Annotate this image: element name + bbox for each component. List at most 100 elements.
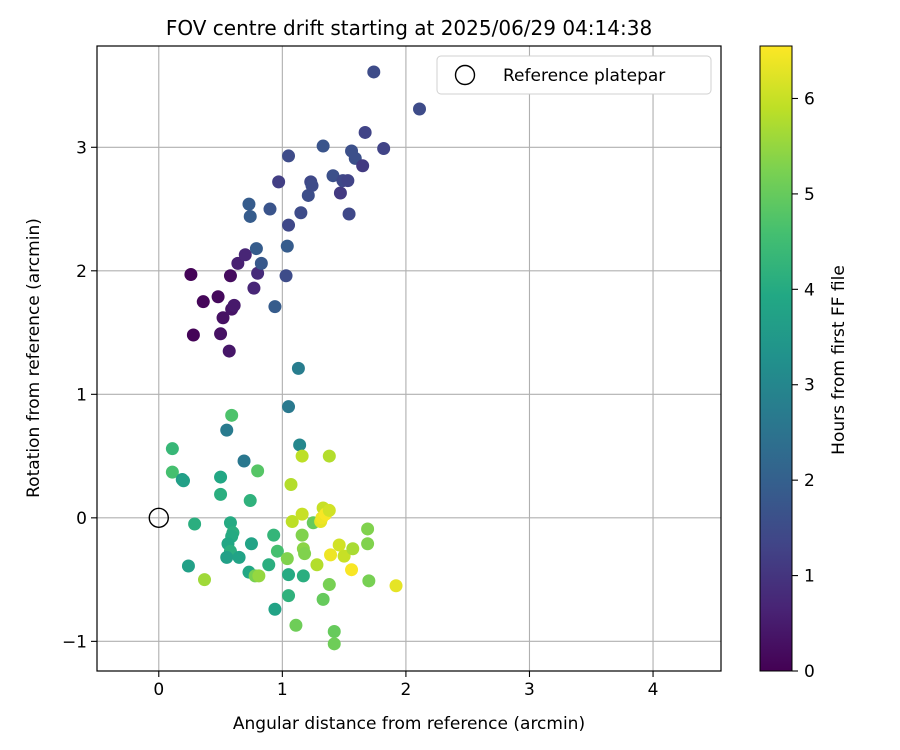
scatter-point [367, 65, 381, 79]
y-axis-ticks: −1 0 1 2 3 [62, 138, 97, 652]
scatter-point [249, 242, 263, 256]
scatter-point [298, 547, 312, 561]
x-tick-label: 1 [277, 680, 288, 700]
x-axis-label: Angular distance from reference (arcmin) [233, 714, 585, 734]
legend-reference-label: Reference platepar [503, 66, 665, 86]
scatter-point [220, 423, 234, 437]
scatter-point [214, 327, 228, 341]
scatter-point [356, 159, 370, 173]
scatter-point [244, 537, 258, 551]
scatter-point [268, 300, 282, 314]
scatter-point [322, 449, 336, 463]
legend-reference-marker [454, 64, 476, 86]
scatter-point [165, 465, 179, 479]
legend-box [436, 55, 712, 95]
scatter-point [262, 558, 276, 572]
reference-marker [148, 507, 169, 529]
scatter-point [238, 248, 252, 262]
legend: Reference platepar [436, 55, 712, 95]
scatter-point [282, 400, 296, 414]
scatter-point [270, 544, 284, 558]
scatter-point [227, 298, 241, 312]
grid-lines [97, 46, 721, 671]
plot-frame [96, 45, 722, 672]
scatter-point [294, 206, 308, 220]
scatter-point [332, 538, 346, 552]
scatter-point [251, 266, 265, 280]
scatter-point [222, 344, 236, 358]
scatter-point [282, 149, 296, 163]
colorbar-tick-label: 5 [804, 185, 815, 205]
scatter-point [220, 550, 234, 564]
y-tick-label: 1 [76, 385, 87, 405]
y-axis-label: Rotation from reference (arcmin) [24, 218, 44, 498]
scatter-point [291, 361, 305, 375]
scatter-point [295, 449, 309, 463]
scatter-point [342, 207, 356, 221]
y-tick-label: 0 [76, 509, 87, 529]
scatter-point [326, 169, 340, 183]
scatter-point [214, 487, 228, 501]
colorbar-tick-label: 1 [804, 567, 815, 587]
scatter-point [196, 295, 210, 309]
scatter-point [358, 125, 372, 139]
scatter-point [242, 197, 256, 211]
scatter-point [310, 558, 324, 572]
colorbar: 0 1 2 3 4 5 6 Hours from first FF file [759, 45, 849, 682]
scatter-points [165, 65, 427, 651]
scatter-point [361, 537, 375, 551]
scatter-point [389, 579, 403, 593]
scatter-point [322, 578, 336, 592]
scatter-point [216, 311, 230, 325]
scatter-point [316, 592, 330, 606]
scatter-point [247, 281, 261, 295]
colorbar-tick-label: 6 [804, 89, 815, 109]
scatter-point [267, 528, 281, 542]
colorbar-gradient [759, 45, 793, 672]
chart-title: FOV centre drift starting at 2025/06/29 … [166, 16, 652, 40]
scatter-point [198, 573, 212, 587]
x-axis-ticks: 0 1 2 3 4 [153, 671, 658, 700]
colorbar-ticks: 0 1 2 3 4 5 6 [792, 89, 815, 682]
x-tick-label: 0 [153, 680, 164, 700]
scatter-point [413, 102, 427, 116]
scatter-point [243, 494, 257, 508]
scatter-point [282, 568, 296, 582]
scatter-point [272, 175, 286, 189]
scatter-point [237, 454, 251, 468]
scatter-point [251, 464, 265, 478]
scatter-point [345, 563, 359, 577]
colorbar-tick-label: 4 [804, 280, 815, 300]
scatter-point [333, 186, 347, 200]
colorbar-tick-label: 0 [804, 662, 815, 682]
scatter-point [188, 517, 202, 531]
colorbar-label: Hours from first FF file [829, 265, 849, 455]
reference-point [148, 507, 169, 529]
scatter-point [280, 552, 294, 566]
scatter-point [362, 574, 376, 588]
scatter-point [211, 290, 225, 304]
y-tick-label: 2 [76, 262, 87, 282]
y-tick-label: −1 [62, 632, 87, 652]
scatter-point [232, 550, 246, 564]
scatter-point [263, 202, 277, 216]
y-tick-label: 3 [76, 138, 87, 158]
scatter-point [346, 542, 360, 556]
scatter-point [361, 522, 375, 536]
x-tick-label: 3 [524, 680, 535, 700]
scatter-point [282, 218, 296, 232]
scatter-point [252, 569, 266, 583]
scatter-point [377, 142, 391, 156]
scatter-point [223, 516, 237, 530]
scatter-point [284, 477, 298, 491]
scatter-point [295, 528, 309, 542]
scatter-point [301, 188, 315, 202]
scatter-point [293, 438, 307, 452]
x-tick-label: 2 [400, 680, 411, 700]
scatter-point [282, 589, 296, 603]
scatter-point [285, 515, 299, 529]
scatter-point [341, 174, 355, 188]
scatter-point [268, 602, 282, 616]
scatter-point [223, 269, 237, 283]
